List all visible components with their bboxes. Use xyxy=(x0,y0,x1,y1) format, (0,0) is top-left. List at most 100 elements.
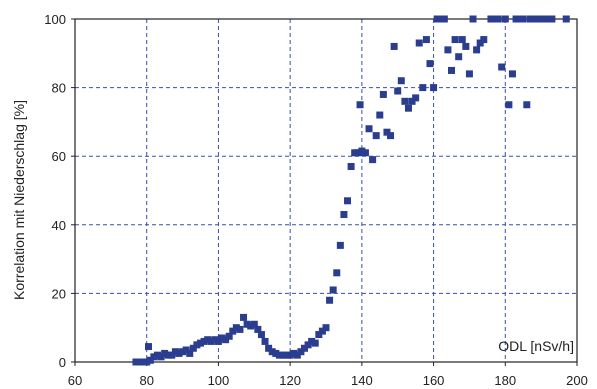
data-point xyxy=(293,351,301,359)
y-tick-label: 0 xyxy=(59,355,66,370)
data-point xyxy=(336,241,344,249)
data-point xyxy=(207,337,215,345)
data-point xyxy=(243,320,251,328)
x-tick-label: 60 xyxy=(68,373,82,388)
data-point xyxy=(186,349,194,357)
data-point xyxy=(462,42,470,50)
x-tick-label: 80 xyxy=(139,373,153,388)
x-axis-label: ODL [nSv/h] xyxy=(498,338,574,354)
data-point xyxy=(308,337,316,345)
data-point xyxy=(197,339,204,347)
y-tick-labels: 0 20 40 60 80 100 xyxy=(44,12,66,370)
data-point xyxy=(268,348,276,356)
data-point xyxy=(225,332,233,340)
data-point xyxy=(179,348,187,356)
data-point xyxy=(390,42,398,50)
data-point xyxy=(326,296,334,304)
data-point xyxy=(344,197,352,205)
x-tick-label: 200 xyxy=(566,373,588,388)
data-point xyxy=(222,336,230,344)
data-point xyxy=(501,15,509,23)
data-point xyxy=(534,15,542,23)
data-point xyxy=(340,211,348,219)
data-point xyxy=(311,339,319,347)
data-point xyxy=(437,15,445,23)
data-point xyxy=(401,97,409,105)
data-point xyxy=(200,337,208,345)
data-point xyxy=(455,53,463,61)
data-point xyxy=(297,348,305,356)
data-point xyxy=(300,344,308,352)
y-tick-label: 40 xyxy=(52,218,66,233)
data-point xyxy=(433,15,441,23)
data-point xyxy=(412,94,420,102)
data-point xyxy=(451,36,459,44)
data-point xyxy=(358,147,366,155)
data-point xyxy=(544,15,552,23)
data-point xyxy=(157,353,165,361)
data-point xyxy=(397,77,405,85)
data-point xyxy=(164,351,172,359)
data-point xyxy=(279,351,287,359)
data-point xyxy=(218,334,226,342)
data-point xyxy=(315,331,323,339)
data-point xyxy=(247,322,255,330)
data-point xyxy=(530,15,538,23)
data-point xyxy=(541,15,549,23)
data-point xyxy=(290,349,298,357)
data-point xyxy=(136,358,144,366)
data-point xyxy=(537,15,545,23)
data-point xyxy=(476,39,484,47)
data-point xyxy=(261,337,269,345)
data-point xyxy=(229,327,237,335)
data-point xyxy=(272,349,280,357)
data-point xyxy=(232,324,240,332)
data-point xyxy=(415,39,423,47)
grid-lines xyxy=(75,19,577,362)
data-point xyxy=(383,128,391,136)
data-point xyxy=(286,351,294,359)
data-point xyxy=(487,15,495,23)
data-point xyxy=(498,63,506,71)
data-point xyxy=(473,46,481,54)
data-point xyxy=(491,15,499,23)
data-point xyxy=(516,15,524,23)
data-point xyxy=(132,358,140,366)
data-point xyxy=(458,36,466,44)
y-tick-label: 80 xyxy=(52,81,66,96)
data-point xyxy=(347,162,355,170)
data-point xyxy=(440,15,448,23)
data-point xyxy=(372,132,380,140)
y-tick-label: 20 xyxy=(52,286,66,301)
data-point xyxy=(548,15,556,23)
data-point xyxy=(214,337,222,345)
data-points xyxy=(132,15,570,366)
data-point xyxy=(480,36,488,44)
data-point xyxy=(304,341,312,349)
data-point xyxy=(505,101,513,109)
data-point xyxy=(404,104,412,112)
data-point xyxy=(426,60,434,68)
data-point xyxy=(356,101,364,109)
data-point xyxy=(361,149,369,157)
data-point xyxy=(189,344,197,352)
data-point xyxy=(329,286,337,294)
data-point xyxy=(379,90,387,98)
data-point xyxy=(139,358,147,366)
data-point xyxy=(143,358,151,366)
data-point xyxy=(168,351,176,359)
data-point xyxy=(161,349,169,357)
data-point xyxy=(394,87,402,95)
data-point xyxy=(408,97,416,105)
data-point xyxy=(240,313,248,321)
x-tick-label: 180 xyxy=(494,373,516,388)
y-axis-label: Korrelation mit Niederschlag [%] xyxy=(11,100,27,300)
data-point xyxy=(211,336,219,344)
data-point xyxy=(318,327,326,335)
data-point xyxy=(512,15,520,23)
x-tick-label: 140 xyxy=(351,373,373,388)
data-point xyxy=(365,125,373,133)
x-tick-labels: 60 80 100 120 140 160 180 200 xyxy=(68,373,588,388)
data-point xyxy=(265,344,273,352)
